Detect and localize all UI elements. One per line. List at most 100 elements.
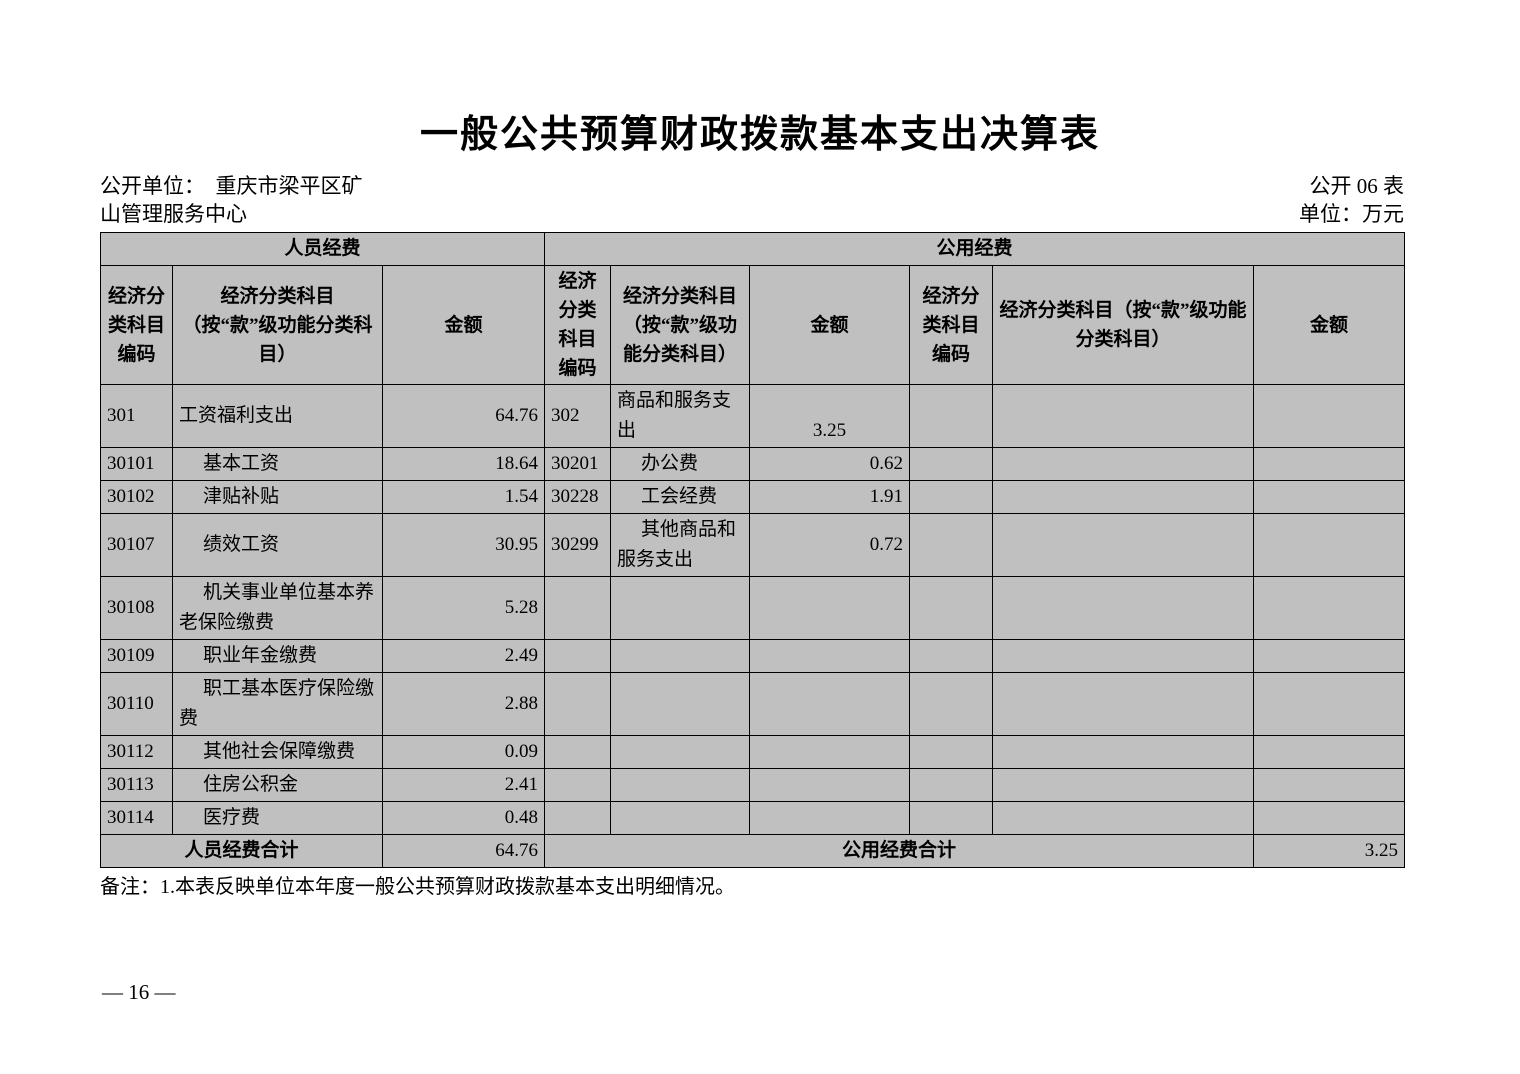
page-title: 一般公共预算财政拨款基本支出决算表	[419, 114, 1100, 156]
code-cell	[544, 768, 611, 802]
code-cell: 30299	[544, 513, 611, 577]
header-amount-a: 金额	[382, 265, 545, 385]
subject-cell	[992, 576, 1254, 640]
subject-cell: 工会经费	[610, 480, 750, 514]
header-subject-a: 经济分类科目（按“款”级功能分类科目）	[172, 265, 383, 385]
code-cell	[909, 639, 993, 673]
personnel-total-amount: 64.76	[382, 834, 545, 868]
code-cell: 30228	[544, 480, 611, 514]
subject-cell: 基本工资	[172, 447, 383, 481]
personnel-total-label: 人员经费合计	[100, 834, 383, 868]
subject-cell	[992, 513, 1254, 577]
code-cell: 30114	[100, 801, 173, 835]
table-row: 30109 职业年金缴费 2.49	[100, 639, 1406, 673]
code-cell	[544, 672, 611, 736]
amount-cell	[1252, 384, 1406, 448]
code-cell	[544, 639, 611, 673]
table-row: 30114 医疗费 0.48	[100, 801, 1406, 835]
amount-cell	[749, 735, 910, 769]
subject-cell	[610, 639, 750, 673]
amount-cell	[1252, 801, 1406, 835]
code-cell	[909, 735, 993, 769]
amount-cell	[1252, 639, 1406, 673]
budget-table: 人员经费 公用经费 经济分类科目编码 经济分类科目（按“款”级功能分类科目） 金…	[100, 232, 1406, 868]
public-total-label: 公用经费合计	[544, 834, 1254, 868]
subject-cell: 职业年金缴费	[172, 639, 383, 673]
subject-cell: 职工基本医疗保险缴费	[172, 672, 383, 736]
subject-cell	[992, 639, 1254, 673]
subject-cell	[610, 576, 750, 640]
amount-cell	[1252, 735, 1406, 769]
amount-cell: 0.48	[382, 801, 545, 835]
amount-cell: 0.62	[749, 447, 910, 481]
public-total-amount: 3.25	[1252, 834, 1406, 868]
code-cell	[909, 447, 993, 481]
section-personnel: 人员经费	[100, 232, 545, 266]
table-row: 30101 基本工资 18.64 30201 办公费 0.62	[100, 447, 1406, 481]
code-cell: 302	[544, 384, 611, 448]
amount-cell: 0.72	[749, 513, 910, 577]
code-cell	[909, 513, 993, 577]
publishing-unit-line2: 山管理服务中心	[100, 202, 247, 226]
subject-cell	[610, 801, 750, 835]
column-header-row: 经济分类科目编码 经济分类科目（按“款”级功能分类科目） 金额 经济分类科目编码…	[100, 265, 1406, 385]
subject-cell	[992, 768, 1254, 802]
unit-of-measure: 单位：万元	[1299, 202, 1404, 226]
amount-cell	[1252, 672, 1406, 736]
subject-cell	[992, 672, 1254, 736]
subject-cell	[992, 480, 1254, 514]
table-row: 301 工资福利支出 64.76 302 商品和服务支出 3.25	[100, 384, 1406, 448]
subject-cell	[992, 447, 1254, 481]
code-cell: 30102	[100, 480, 173, 514]
subject-cell	[610, 735, 750, 769]
amount-cell	[749, 672, 910, 736]
subject-cell: 工资福利支出	[172, 384, 383, 448]
amount-cell: 30.95	[382, 513, 545, 577]
code-cell: 30110	[100, 672, 173, 736]
table-row: 30112 其他社会保障缴费 0.09	[100, 735, 1406, 769]
header-code-b: 经济分类科目编码	[544, 265, 611, 385]
code-cell	[544, 801, 611, 835]
subject-cell	[992, 384, 1254, 448]
publishing-unit: 公开单位： 重庆市梁平区矿 山管理服务中心	[100, 172, 430, 228]
amount-cell: 3.25	[749, 384, 910, 448]
subject-cell: 其他商品和服务支出	[610, 513, 750, 577]
code-cell	[544, 576, 611, 640]
header-amount-b: 金额	[749, 265, 910, 385]
table-number: 公开 06 表	[1309, 174, 1405, 198]
header-code-c: 经济分类科目编码	[909, 265, 993, 385]
code-cell	[909, 480, 993, 514]
amount-cell	[749, 768, 910, 802]
header-subject-c: 经济分类科目（按“款”级功能分类科目）	[992, 265, 1254, 385]
subject-cell: 商品和服务支出	[610, 384, 750, 448]
subject-cell	[610, 768, 750, 802]
subject-cell: 津贴补贴	[172, 480, 383, 514]
page-number: — 16 —	[102, 980, 176, 1004]
amount-cell	[1252, 576, 1406, 640]
code-cell: 30112	[100, 735, 173, 769]
amount-cell	[1252, 447, 1406, 481]
code-cell: 30201	[544, 447, 611, 481]
header-subject-b: 经济分类科目（按“款”级功能分类科目）	[610, 265, 750, 385]
subject-cell: 住房公积金	[172, 768, 383, 802]
section-public: 公用经费	[543, 232, 1406, 266]
amount-cell: 2.88	[382, 672, 545, 736]
meta-row: 公开单位： 重庆市梁平区矿 山管理服务中心 公开 06 表 单位：万元	[100, 172, 1404, 228]
code-cell	[909, 672, 993, 736]
section-header-row: 人员经费 公用经费	[100, 232, 1406, 266]
amount-cell	[749, 639, 910, 673]
amount-cell: 0.09	[382, 735, 545, 769]
code-cell: 30113	[100, 768, 173, 802]
amount-cell	[1252, 480, 1406, 514]
amount-cell: 64.76	[382, 384, 545, 448]
header-amount-c: 金额	[1252, 265, 1406, 385]
amount-cell: 1.91	[749, 480, 910, 514]
subject-cell	[992, 801, 1254, 835]
code-cell	[544, 735, 611, 769]
subject-cell	[610, 672, 750, 736]
footnote: 备注：1.本表反映单位本年度一般公共预算财政拨款基本支出明细情况。	[100, 876, 735, 898]
table-row: 30110 职工基本医疗保险缴费 2.88	[100, 672, 1406, 736]
table-row: 30113 住房公积金 2.41	[100, 768, 1406, 802]
table-row: 30102 津贴补贴 1.54 30228 工会经费 1.91	[100, 480, 1406, 514]
